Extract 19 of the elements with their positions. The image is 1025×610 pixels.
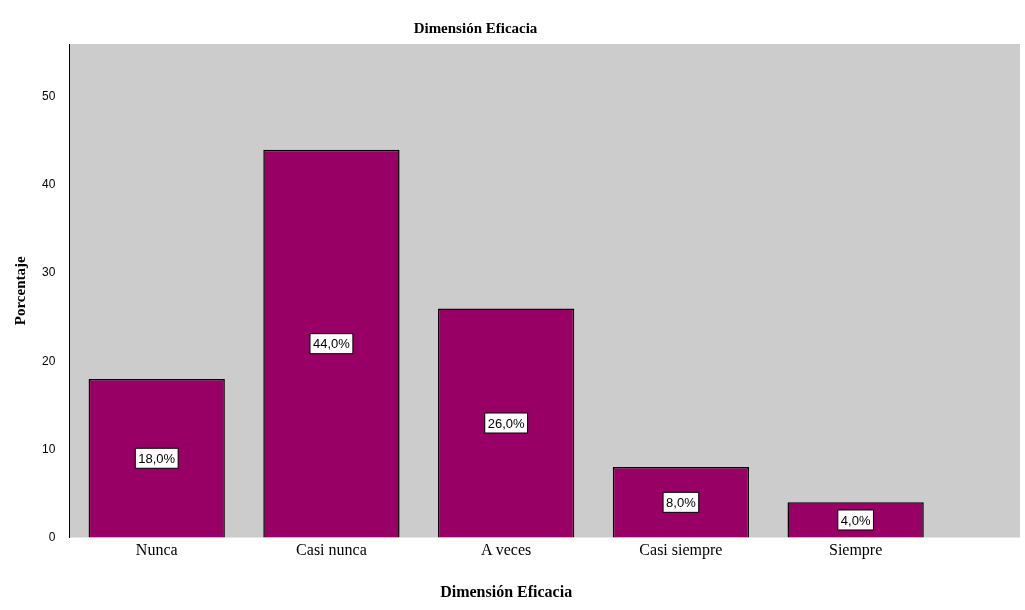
y-tick-label: 40 xyxy=(41,177,56,192)
y-tick-label: 50 xyxy=(41,89,56,104)
y-tick-label: 10 xyxy=(41,441,56,456)
x-tick-label: Siempre xyxy=(828,541,883,560)
y-tick-label: 20 xyxy=(41,353,56,368)
data-label: 4,0% xyxy=(840,512,871,528)
x-tick-label: Nunca xyxy=(135,541,178,559)
y-tick-label: 30 xyxy=(41,265,56,280)
y-tick-label: 0 xyxy=(48,529,56,544)
data-label: 44,0% xyxy=(313,336,351,352)
y-axis-title: Porcentaje xyxy=(11,256,28,326)
x-axis-title: Dimensión Eficacia xyxy=(440,582,573,600)
x-tick-label: Casi siempre xyxy=(639,541,723,560)
data-label: 8,0% xyxy=(666,494,697,510)
x-tick-label: Casi nunca xyxy=(296,541,367,559)
x-tick-label: A veces xyxy=(481,541,532,559)
data-label: 18,0% xyxy=(138,450,176,466)
chart-title: Dimensión Eficacia xyxy=(413,19,538,36)
data-label: 26,0% xyxy=(487,415,526,431)
